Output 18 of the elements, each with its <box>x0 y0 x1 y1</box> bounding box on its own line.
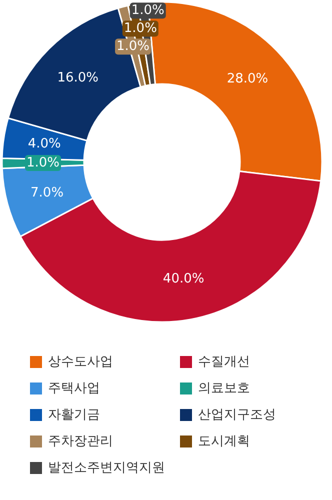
legend-label: 주택사업 <box>48 381 100 396</box>
data-label: 1.0% <box>26 155 60 170</box>
data-label: 7.0% <box>30 185 64 200</box>
data-label: 4.0% <box>28 136 61 152</box>
data-label: 1.0% <box>124 21 157 36</box>
legend-label: 발전소주변지역지원 <box>48 460 165 476</box>
legend-label: 자활기금 <box>48 408 100 422</box>
legend-label: 상수도사업 <box>48 354 113 370</box>
data-label: 1.0% <box>116 39 150 54</box>
data-label: 28.0% <box>226 72 268 87</box>
legend-label: 산업지구조성 <box>198 408 276 422</box>
legend-label: 의료보호 <box>198 381 250 396</box>
data-label: 40.0% <box>162 272 204 287</box>
data-label: 16.0% <box>57 70 99 86</box>
legend-label: 주차장관리 <box>48 434 113 449</box>
data-label: 1.0% <box>131 3 164 18</box>
legend-label: 도시계획 <box>198 434 250 449</box>
legend-label: 수질개선 <box>198 354 250 370</box>
